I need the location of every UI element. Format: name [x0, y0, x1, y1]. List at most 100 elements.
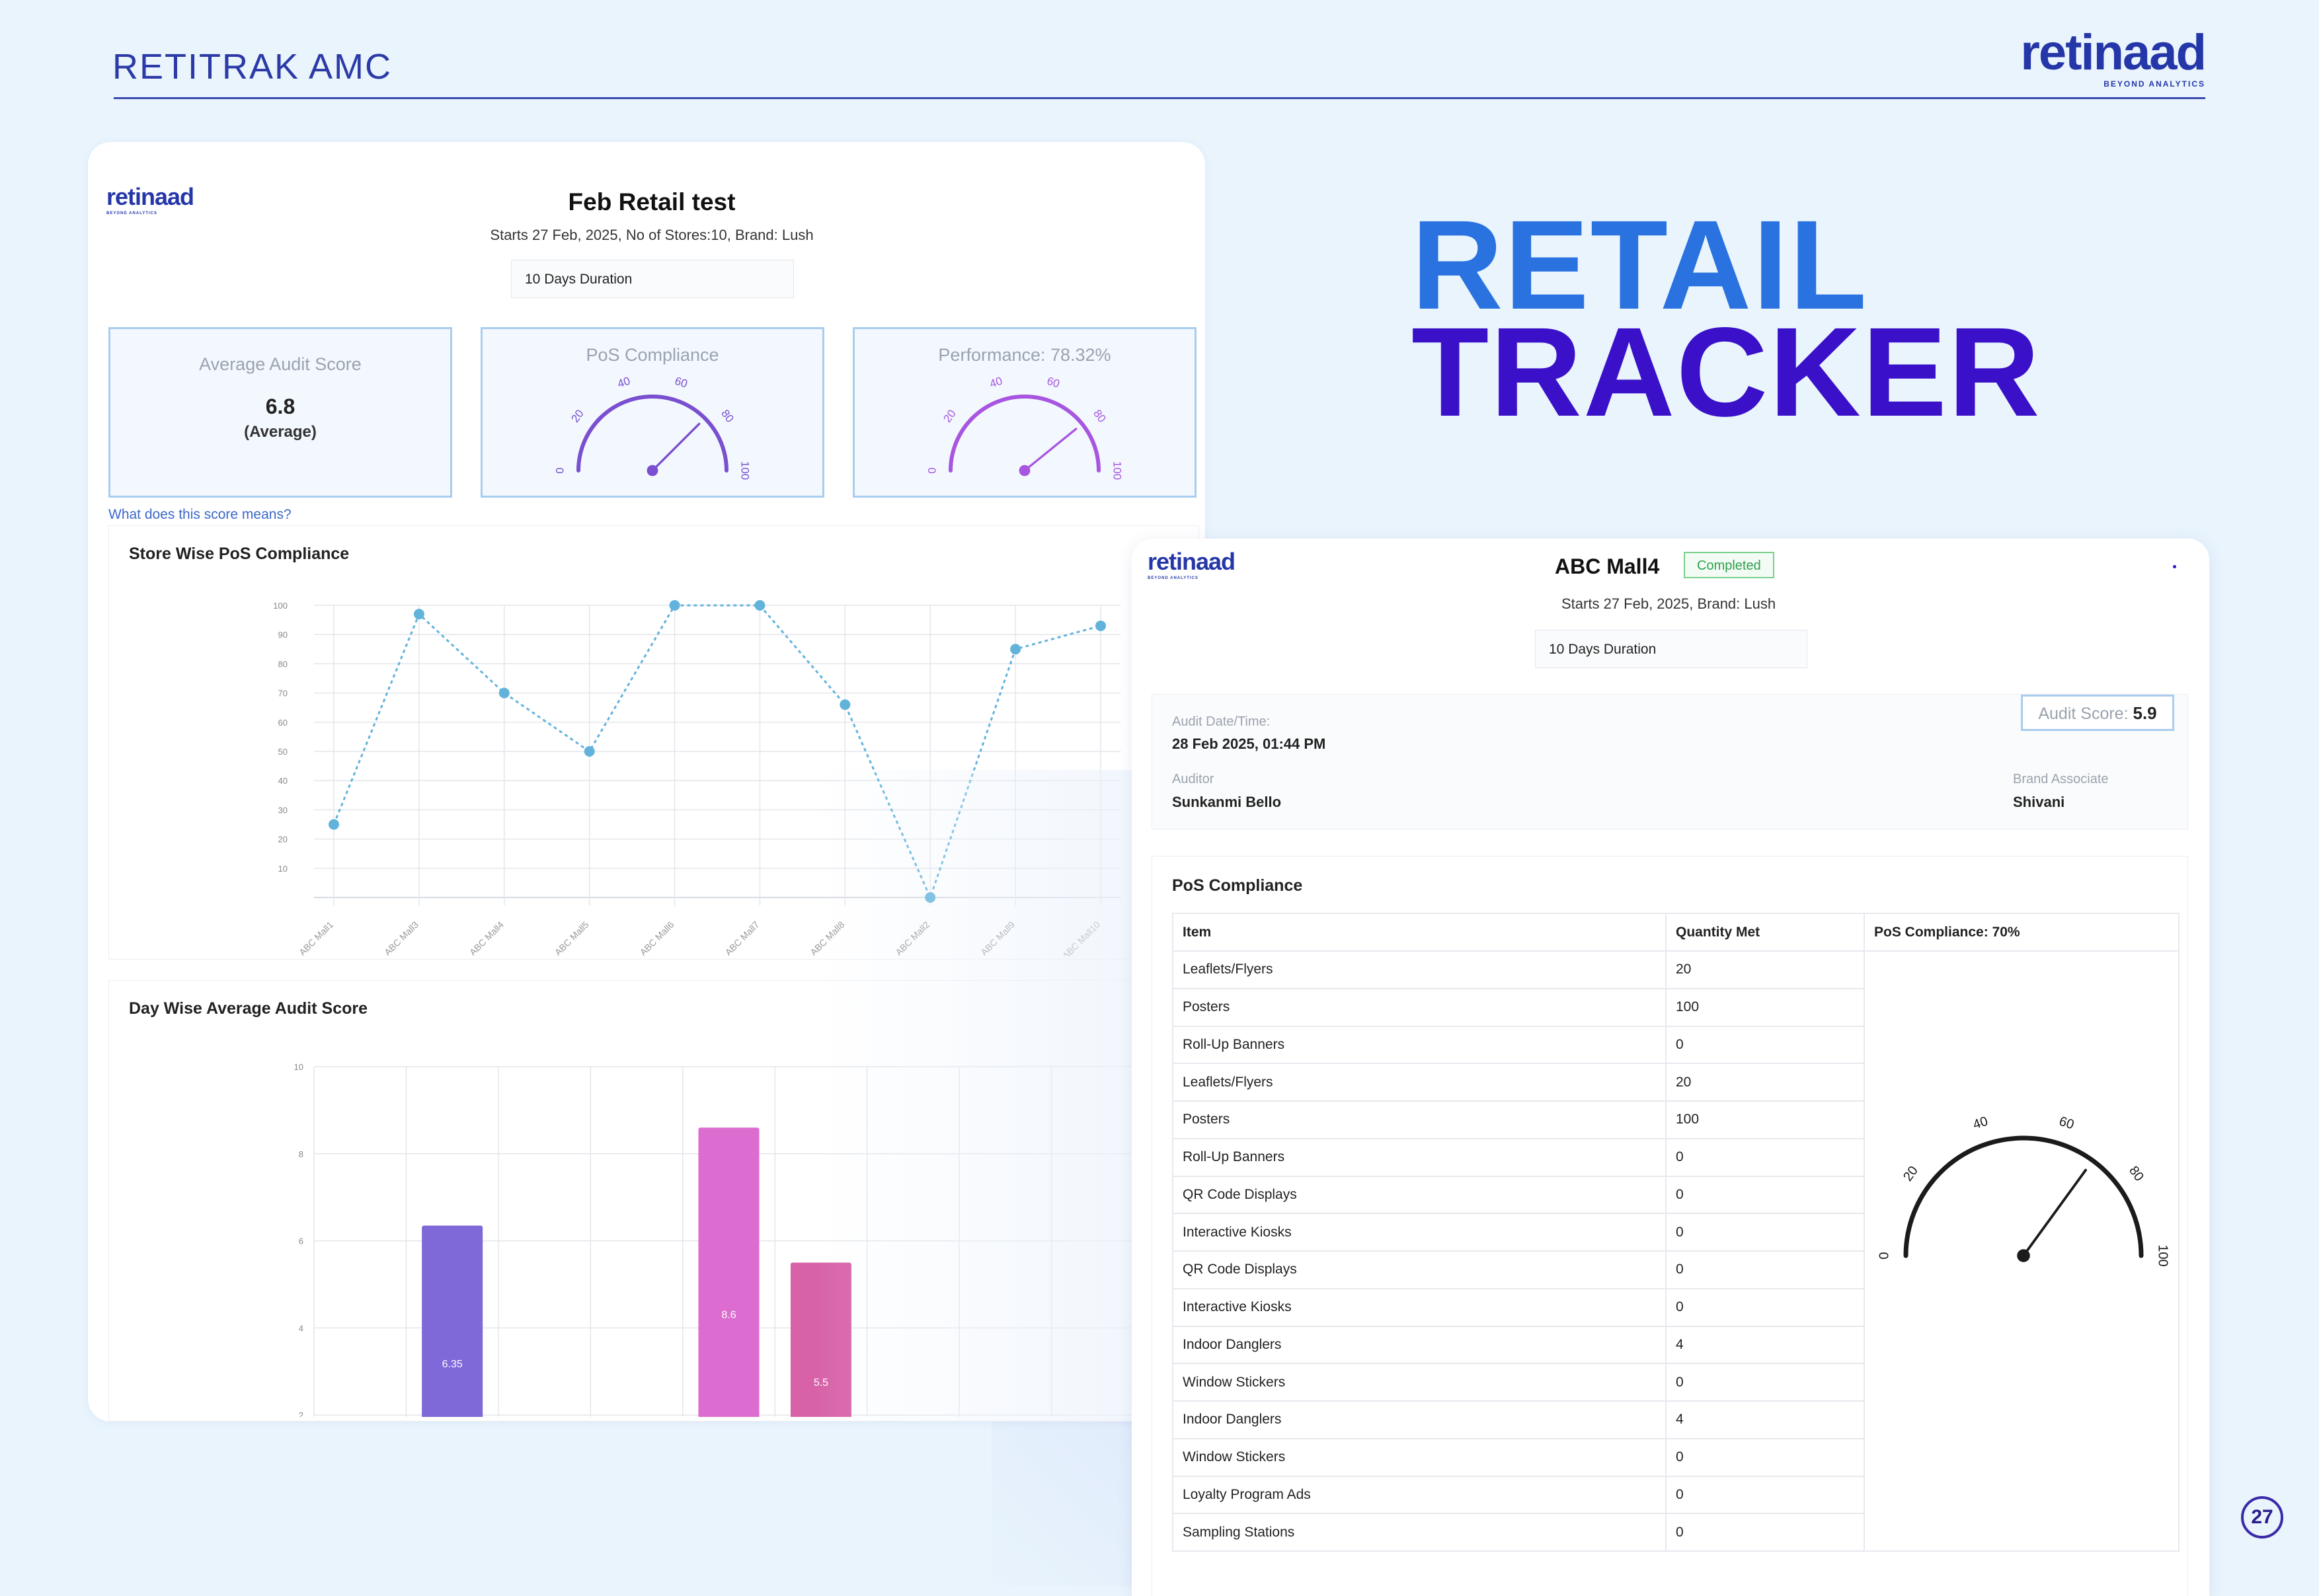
average-audit-score-label: Average Audit Score [199, 354, 362, 374]
store-wise-compliance-panel: Store Wise PoS Compliance 10 20 30 40 50 60 70… [108, 525, 1199, 960]
brand-tagline: BEYOND ANALYTICS [2103, 79, 2205, 89]
gauge-hub [2017, 1249, 2030, 1262]
quantity-cell: 0 [1665, 1025, 1865, 1065]
item-cell: Leaflets/Flyers [1172, 1063, 1667, 1102]
gauge-tick-label: 0 [1877, 1252, 1891, 1259]
item-cell: Window Stickers [1172, 1437, 1667, 1477]
table-row: Window Stickers 0 [1172, 1437, 2179, 1477]
y-tick-label: 2 [299, 1410, 303, 1417]
pos-compliance-title: PoS Compliance [1172, 876, 1303, 895]
table-row: Posters 100 [1172, 987, 2179, 1027]
y-tick-label: 30 [278, 805, 288, 815]
y-tick-label: 6 [299, 1236, 303, 1246]
performance-label: Performance: 78.32% [938, 345, 1111, 365]
store-card-logo-word: retinaad [1148, 548, 1236, 575]
store-title: ABC Mall4 [1555, 554, 1660, 578]
gauge-tick-label: 100 [1111, 461, 1124, 480]
item-cell: Interactive Kiosks [1172, 1287, 1667, 1327]
score-explanation-link[interactable]: What does this score means? [108, 507, 292, 522]
table-header-row: Item Quantity Met PoS Compliance: 70% [1172, 913, 2180, 952]
table-row: Window Stickers 0 [1172, 1363, 2179, 1402]
audit-score-value: 5.9 [2133, 703, 2157, 723]
y-tick-label: 90 [278, 630, 288, 640]
data-point [1010, 644, 1021, 655]
y-tick-label: 10 [278, 864, 288, 874]
y-tick-label: 10 [294, 1062, 303, 1072]
performance-gauge: 0 20 40 60 80 100 [925, 375, 1124, 480]
item-cell: Sampling Stations [1172, 1513, 1667, 1552]
store-subtitle: Starts 27 Feb, 2025, Brand: Lush [1561, 595, 1776, 612]
table-row: Roll-Up Banners 0 [1172, 1137, 2179, 1177]
quantity-cell: 0 [1665, 1137, 1865, 1177]
quantity-cell: 4 [1665, 1400, 1865, 1439]
store-audit-card: retinaad BEYOND ANALYTICS ABC Mall4 Comp… [1132, 539, 2209, 1596]
gauge-needle [1023, 428, 1078, 472]
page-number: 27 [2241, 1496, 2283, 1539]
quantity-cell: 0 [1665, 1287, 1865, 1327]
item-cell: Roll-Up Banners [1172, 1025, 1667, 1065]
y-tick-label: 70 [278, 689, 288, 699]
item-cell: QR Code Displays [1172, 1175, 1667, 1215]
gauge-tick-label: 80 [1091, 407, 1108, 424]
quantity-cell: 0 [1665, 1175, 1865, 1215]
gauge-arc [576, 395, 728, 473]
bar [422, 1225, 483, 1417]
brand-associate-label: Brand Associate [2013, 772, 2109, 786]
card-logo-tag: BEYOND ANALYTICS [106, 211, 157, 215]
quantity-cell: 0 [1665, 1250, 1865, 1289]
options-dot[interactable] [2173, 565, 2176, 568]
audit-score-label: Audit Score: [2038, 704, 2129, 723]
brand-associate-value: Shivani [2013, 794, 2065, 810]
item-cell: Posters [1172, 987, 1667, 1027]
gauge-tick-label: 80 [719, 407, 736, 424]
status-badge: Completed [1684, 552, 1774, 578]
auditor-value: Sunkanmi Bello [1172, 794, 1282, 810]
day-wise-audit-title: Day Wise Average Audit Score [129, 999, 368, 1018]
campaign-title: Feb Retail test [568, 188, 736, 215]
performance-box: Performance: 78.32% 0 20 40 60 80 100 [853, 327, 1197, 498]
header-compliance: PoS Compliance: 70% [1864, 913, 2180, 952]
data-point [584, 746, 595, 757]
gauge-needle [651, 422, 701, 472]
quantity-cell: 100 [1665, 1100, 1865, 1139]
gauge-tick-label: 40 [616, 375, 632, 391]
gauge-tick-label: 20 [941, 407, 958, 424]
audit-score-box: Audit Score: 5.9 [2021, 695, 2174, 731]
item-cell: Interactive Kiosks [1172, 1213, 1667, 1252]
gauge-arc [949, 395, 1101, 473]
item-cell: Indoor Danglers [1172, 1400, 1667, 1439]
header-item: Item [1172, 913, 1667, 952]
gauge-tick-label: 100 [739, 461, 752, 480]
table-row: Interactive Kiosks 0 [1172, 1287, 2179, 1327]
table-row: Interactive Kiosks 0 [1172, 1213, 2179, 1252]
y-tick-label: 80 [278, 659, 288, 669]
hero-line-2: TRACKER [1411, 301, 2041, 443]
gauge-tick-label: 100 [2156, 1244, 2170, 1266]
y-tick-label: 60 [278, 718, 288, 728]
gauge-hub [647, 465, 658, 476]
table-row: Loyalty Program Ads 0 [1172, 1475, 2179, 1515]
x-tick-label: ABC Mall7 [723, 919, 761, 956]
table-row: Roll-Up Banners 0 [1172, 1025, 2179, 1065]
pos-compliance-panel: PoS Compliance Item Quantity Met PoS Com… [1152, 856, 2188, 1596]
item-cell: Roll-Up Banners [1172, 1137, 1667, 1177]
compliance-gauge-cell: 0 20 40 60 80 100 [1864, 950, 2180, 1552]
x-tick-label: ABC Mall3 [382, 919, 420, 956]
table-row: Indoor Danglers 4 [1172, 1325, 2179, 1365]
table-row: Leaflets/Flyers 20 [1172, 1063, 2179, 1102]
quantity-cell: 0 [1665, 1437, 1865, 1477]
table-row: Posters 100 [1172, 1100, 2179, 1139]
y-tick-label: 100 [273, 601, 288, 611]
brand-logo: retinaad BEYOND ANALYTICS [2020, 28, 2207, 89]
item-cell: Window Stickers [1172, 1363, 1667, 1402]
x-tick-label: ABC Mall5 [553, 919, 591, 956]
quantity-cell: 20 [1665, 1063, 1865, 1102]
gauge-tick-label: 20 [1901, 1164, 1921, 1184]
gauge-tick-label: 60 [673, 375, 689, 391]
y-tick-label: 8 [299, 1149, 303, 1159]
table-row: Indoor Danglers 4 [1172, 1400, 2179, 1439]
table-row: QR Code Displays 0 [1172, 1175, 2179, 1215]
item-cell: Indoor Danglers [1172, 1325, 1667, 1365]
store-card-logo-tag: BEYOND ANALYTICS [1148, 576, 1199, 580]
item-cell: Leaflets/Flyers [1172, 950, 1667, 989]
